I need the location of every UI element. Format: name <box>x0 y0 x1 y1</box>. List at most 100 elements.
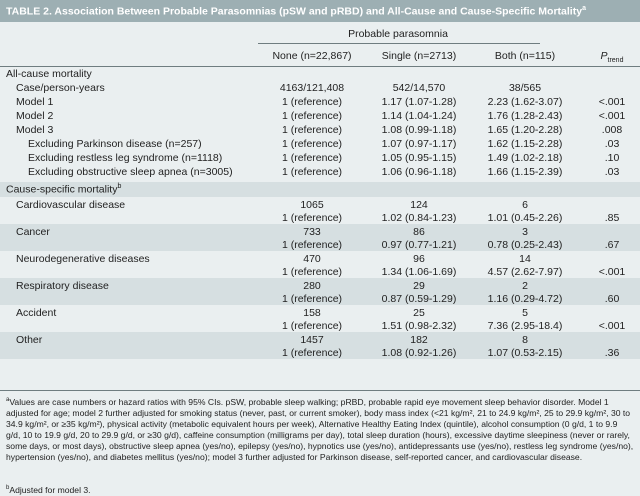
cause-cases-col-2: 29 <box>413 280 425 292</box>
row-2-col-4: <.001 <box>598 96 626 108</box>
cause-name: Respiratory disease <box>16 280 109 292</box>
cause-hr-col-4: <.001 <box>598 266 626 278</box>
cause-hr-col-4: .60 <box>604 293 620 305</box>
section-label: Cause-specific mortalityb <box>6 183 122 196</box>
cause-hr-col-2: 0.97 (0.77-1.21) <box>381 239 457 251</box>
row-5-col-3: 1.62 (1.15-2.28) <box>487 138 563 150</box>
cause-hr-col-3: 1.01 (0.45-2.26) <box>487 212 563 224</box>
row-7-col-3: 1.66 (1.15-2.39) <box>487 166 563 178</box>
col-header-ptrend: Ptrend <box>600 50 624 65</box>
group-header: Probable parasomnia <box>348 28 448 40</box>
cause-cases-col-1: 158 <box>303 307 321 319</box>
row-6-col-3: 1.49 (1.02-2.18) <box>487 152 563 164</box>
row-4-col-2: 1.08 (0.99-1.18) <box>381 124 457 136</box>
cause-cases-col-1: 733 <box>303 226 321 238</box>
row-label: Model 2 <box>16 110 54 122</box>
row-6-col-4: .10 <box>604 152 620 164</box>
row-label: Excluding restless leg syndrome (n=1118) <box>28 152 223 164</box>
cause-hr-col-4: .67 <box>604 239 620 251</box>
cause-cases-col-1: 1065 <box>300 199 324 211</box>
cause-hr-col-3: 1.16 (0.29-4.72) <box>487 293 563 305</box>
cause-hr-col-2: 1.34 (1.06-1.69) <box>381 266 457 278</box>
footnote-a: aValues are case numbers or hazard ratio… <box>6 396 634 462</box>
cause-group: Accident 158 25 5 1 (reference) 1.51 (0.98-2.… <box>0 305 640 332</box>
cause-cases-col-3: 6 <box>522 199 528 211</box>
cause-cases-col-3: 14 <box>519 253 531 265</box>
row-1-col-2: 542/14,570 <box>392 82 446 94</box>
table-row: All-cause mortality <box>0 68 640 82</box>
row-label: Model 1 <box>16 96 54 108</box>
row-5-col-4: .03 <box>604 138 620 150</box>
cause-hr-col-4: .85 <box>604 212 620 224</box>
col-header-single: Single (n=2713) <box>381 50 457 62</box>
cause-cases-col-1: 280 <box>303 280 321 292</box>
row-7-col-4: .03 <box>604 166 620 178</box>
row-3-col-3: 1.76 (1.28-2.43) <box>487 110 563 122</box>
table-row: Case/person-years 4163/121,408 542/14,570 3… <box>0 82 640 96</box>
cause-cases-col-1: 1457 <box>300 334 324 346</box>
row-label: Model 3 <box>16 124 54 136</box>
col-header-both: Both (n=115) <box>494 50 556 62</box>
table-header: Probable parasomnia None (n=22,867) Sing… <box>0 22 640 67</box>
table-footnotes: aValues are case numbers or hazard ratio… <box>0 390 640 496</box>
table-row: Model 2 1 (reference) 1.14 (1.04-1.24) 1.76… <box>0 110 640 124</box>
row-5-col-1: 1 (reference) <box>281 138 343 150</box>
cause-hr-col-2: 0.87 (0.59-1.29) <box>381 293 457 305</box>
cause-hr-col-3: 7.36 (2.95-18.4) <box>487 320 563 332</box>
row-2-col-2: 1.17 (1.07-1.28) <box>381 96 457 108</box>
table-row: Model 3 1 (reference) 1.08 (0.99-1.18) 1.65… <box>0 124 640 138</box>
cause-cases-col-1: 470 <box>303 253 321 265</box>
table-row: Excluding restless leg syndrome (n=1118)… <box>0 152 640 166</box>
table-row: Model 1 1 (reference) 1.17 (1.07-1.28) 2.23… <box>0 96 640 110</box>
cause-hr-col-4: <.001 <box>598 320 626 332</box>
cause-name: Neurodegenerative diseases <box>16 253 150 265</box>
cause-name: Cardiovascular disease <box>16 199 126 211</box>
row-1-col-1: 4163/121,408 <box>279 82 345 94</box>
cause-hr-col-2: 1.51 (0.98-2.32) <box>381 320 457 332</box>
row-4-col-1: 1 (reference) <box>281 124 343 136</box>
cause-group: Neurodegenerative diseases 470 96 14 1 (refe… <box>0 251 640 278</box>
row-7-col-2: 1.06 (0.96-1.18) <box>381 166 457 178</box>
group-header-rule <box>258 43 540 44</box>
footnote-b: bAdjusted for model 3. <box>6 484 91 495</box>
cause-cases-col-2: 86 <box>413 226 425 238</box>
row-4-col-4: .008 <box>601 124 623 136</box>
cause-hr-col-3: 0.78 (0.25-2.43) <box>487 239 563 251</box>
row-3-col-1: 1 (reference) <box>281 110 343 122</box>
row-6-col-2: 1.05 (0.95-1.15) <box>381 152 457 164</box>
cause-hr-col-4: .36 <box>604 347 620 359</box>
cause-name: Cancer <box>16 226 50 238</box>
cause-group: Cardiovascular disease 1065 124 6 1 (referen… <box>0 197 640 224</box>
table-title: TABLE 2. Association Between Probable Pa… <box>6 5 586 18</box>
row-2-col-1: 1 (reference) <box>281 96 343 108</box>
row-5-col-2: 1.07 (0.97-1.17) <box>381 138 457 150</box>
cause-group: Respiratory disease 280 29 2 1 (reference) 0.… <box>0 278 640 305</box>
table-row: Excluding obstructive sleep apnea (n=300… <box>0 166 640 180</box>
row-1-col-3: 38/565 <box>508 82 542 94</box>
row-4-col-3: 1.65 (1.20-2.28) <box>487 124 563 136</box>
cause-cases-col-3: 2 <box>522 280 528 292</box>
cause-hr-col-1: 1 (reference) <box>281 320 343 332</box>
cause-cases-col-2: 96 <box>413 253 425 265</box>
table-row: Excluding Parkinson disease (n=257) 1 (re… <box>0 138 640 152</box>
cause-hr-col-1: 1 (reference) <box>281 212 343 224</box>
cause-hr-col-1: 1 (reference) <box>281 266 343 278</box>
table-title-bar: TABLE 2. Association Between Probable Pa… <box>0 0 640 22</box>
col-header-none: None (n=22,867) <box>272 50 352 62</box>
row-3-col-2: 1.14 (1.04-1.24) <box>381 110 457 122</box>
row-6-col-1: 1 (reference) <box>281 152 343 164</box>
cause-cases-col-3: 8 <box>522 334 528 346</box>
cause-hr-col-2: 1.02 (0.84-1.23) <box>381 212 457 224</box>
section-header-cause-specific: Cause-specific mortalityb <box>0 182 640 197</box>
cause-hr-col-3: 4.57 (2.62-7.97) <box>487 266 563 278</box>
row-label: Case/person-years <box>16 82 105 94</box>
row-label: Excluding Parkinson disease (n=257) <box>28 138 202 150</box>
cause-cases-col-3: 3 <box>522 226 528 238</box>
row-2-col-3: 2.23 (1.62-3.07) <box>487 96 563 108</box>
cause-group: Cancer 733 86 3 1 (reference) 0.97 (0.77-1.21… <box>0 224 640 251</box>
row-3-col-4: <.001 <box>598 110 626 122</box>
cause-cases-col-3: 5 <box>522 307 528 319</box>
cause-hr-col-1: 1 (reference) <box>281 293 343 305</box>
row-7-col-1: 1 (reference) <box>281 166 343 178</box>
